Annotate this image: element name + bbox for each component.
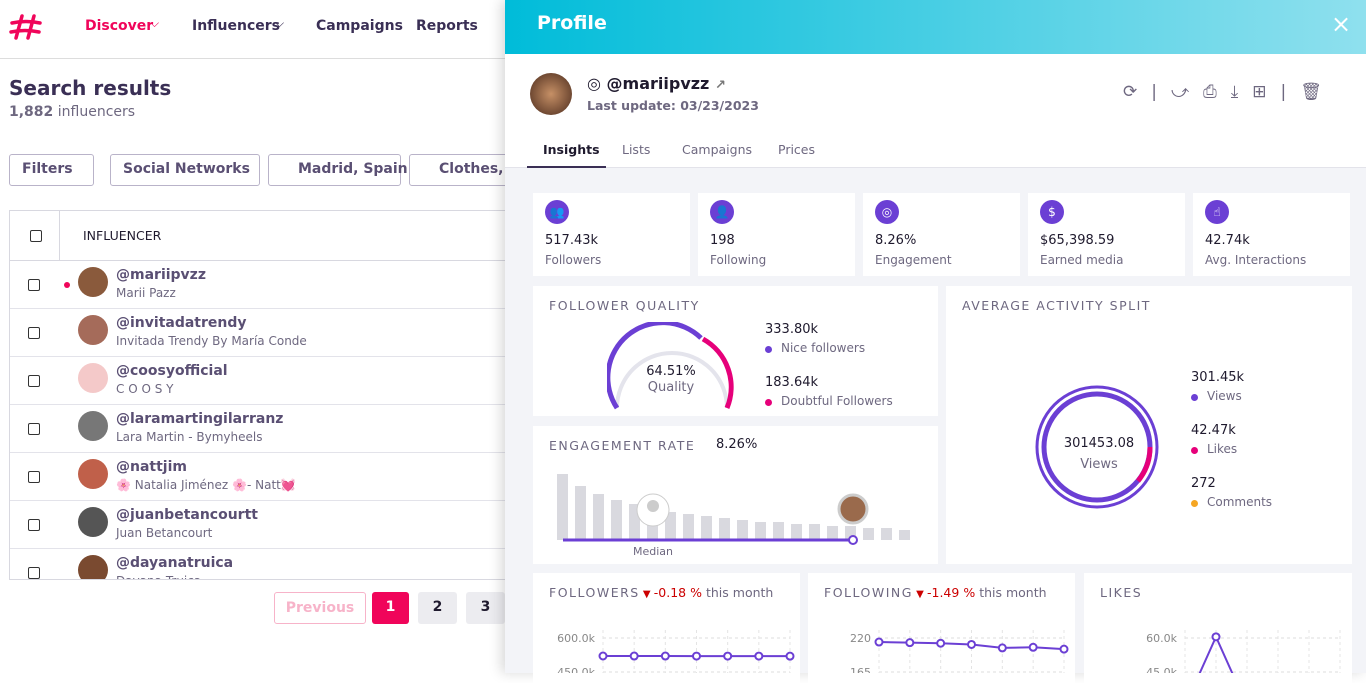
y-tick-label: 45.0k bbox=[1146, 666, 1177, 673]
row-handle[interactable]: @juanbetancourtt bbox=[116, 507, 258, 523]
filter-label: Filters bbox=[22, 161, 73, 177]
row-avatar bbox=[78, 507, 108, 537]
row-avatar bbox=[78, 555, 108, 580]
line-chart: 60.0k 45.0k bbox=[505, 0, 1366, 673]
row-checkbox[interactable] bbox=[28, 471, 40, 483]
row-divider bbox=[10, 500, 505, 501]
chevron: ⌵ bbox=[150, 16, 159, 31]
nav-item[interactable]: Influencers bbox=[192, 18, 280, 34]
row-name: 🌸 Natalia Jiménez 🌸- Natt💓 bbox=[116, 478, 296, 492]
result-label: influencers bbox=[58, 104, 135, 120]
profile-panel: Profile × ◎ @mariipvzz ↗ Last update: 03… bbox=[505, 0, 1366, 673]
row-avatar bbox=[78, 267, 108, 297]
row-checkbox[interactable] bbox=[28, 279, 40, 291]
row-avatar bbox=[78, 411, 108, 441]
row-handle[interactable]: @coosyofficial bbox=[116, 363, 228, 379]
row-divider bbox=[10, 452, 505, 453]
row-avatar bbox=[78, 363, 108, 393]
page-button[interactable]: 3 bbox=[466, 592, 505, 624]
line bbox=[1185, 637, 1340, 673]
column-header: INFLUENCER bbox=[83, 228, 161, 243]
page-button[interactable]: 1 bbox=[372, 592, 409, 624]
nav-item[interactable]: Campaigns bbox=[316, 18, 403, 34]
result-count: 1,882 bbox=[9, 104, 53, 120]
row-handle[interactable]: @nattjim bbox=[116, 459, 187, 475]
row-name: C O O S Y bbox=[116, 382, 173, 396]
row-divider bbox=[10, 356, 505, 357]
row-checkbox[interactable] bbox=[28, 423, 40, 435]
page-button[interactable]: Previous bbox=[274, 592, 366, 624]
chevron: ⌵ bbox=[275, 16, 284, 31]
row-divider bbox=[10, 308, 505, 309]
row-handle[interactable]: @laramartingilarranz bbox=[116, 411, 283, 427]
table: INFLUENCER @mariipvzz Marii Pazz @invitada… bbox=[9, 210, 505, 580]
row-name: Juan Betancourt bbox=[116, 526, 212, 540]
page-button[interactable]: 2 bbox=[418, 592, 457, 624]
y-tick-label: 60.0k bbox=[1146, 632, 1177, 645]
point bbox=[1213, 633, 1220, 640]
filter-label: Social Networks bbox=[123, 161, 250, 177]
row-handle[interactable]: @dayanatruica bbox=[116, 555, 233, 571]
row-name: Dayana Truica bbox=[116, 574, 201, 580]
row-name: Marii Pazz bbox=[116, 286, 176, 300]
row-handle[interactable]: @mariipvzz bbox=[116, 267, 206, 283]
select-all[interactable] bbox=[30, 230, 42, 242]
row-handle[interactable]: @invitadatrendy bbox=[116, 315, 247, 331]
logo[interactable] bbox=[8, 12, 44, 42]
row-name: Lara Martin - Bymyheels bbox=[116, 430, 262, 444]
row-checkbox[interactable] bbox=[28, 567, 40, 579]
row-divider bbox=[10, 548, 505, 549]
row-checkbox[interactable] bbox=[28, 327, 40, 339]
new-dot bbox=[64, 282, 70, 288]
row-name: Invitada Trendy By María Conde bbox=[116, 334, 307, 348]
row-divider bbox=[10, 404, 505, 405]
row-avatar bbox=[78, 315, 108, 345]
row-checkbox[interactable] bbox=[28, 375, 40, 387]
search-title: Search results bbox=[9, 76, 171, 100]
nav-item[interactable]: Reports bbox=[416, 18, 478, 34]
row-avatar bbox=[78, 459, 108, 489]
row-checkbox[interactable] bbox=[28, 519, 40, 531]
filter-label: Madrid, Spain bbox=[298, 161, 408, 177]
nav-item[interactable]: Discover bbox=[85, 18, 153, 34]
